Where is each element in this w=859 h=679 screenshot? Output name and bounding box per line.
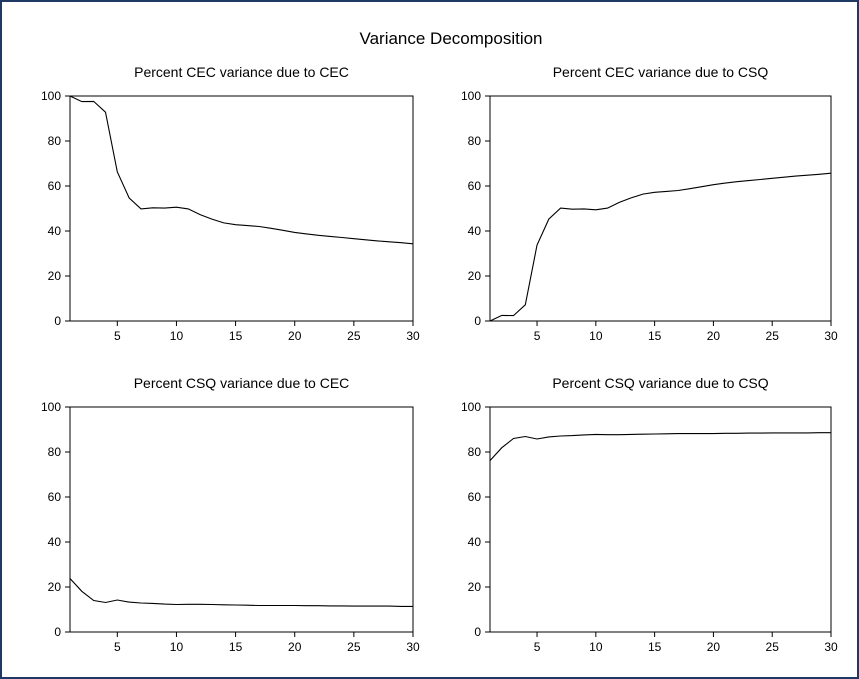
x-tick-label: 30 — [406, 640, 420, 654]
x-tick-label: 15 — [648, 640, 662, 654]
y-tick-label: 60 — [468, 179, 482, 193]
y-tick-label: 80 — [48, 134, 62, 148]
series-line — [489, 172, 832, 322]
y-tick-label: 20 — [468, 580, 482, 594]
series-line — [489, 432, 831, 461]
x-tick-label: 10 — [589, 329, 603, 343]
y-tick-label: 100 — [41, 89, 61, 103]
x-tick-label: 15 — [648, 329, 662, 343]
panel-3: Percent CSQ variance due to CEC 0 20 40 60 80… — [41, 375, 420, 654]
y-tick-label: 60 — [468, 490, 482, 504]
x-tick-label: 20 — [288, 329, 302, 343]
y-tick-label: 40 — [48, 224, 62, 238]
x-tick-label: 10 — [170, 640, 184, 654]
chart-title: Variance Decomposition — [360, 29, 543, 48]
series-line — [69, 95, 414, 245]
panel-1: Percent CEC variance due to CEC 0 20 40 60 80… — [41, 64, 420, 343]
y-tick-label: 80 — [468, 445, 482, 459]
x-tick-label: 15 — [229, 329, 243, 343]
y-tick-label: 100 — [41, 400, 61, 414]
plot-frame — [489, 406, 832, 633]
series-line — [69, 578, 413, 607]
x-tick-label: 30 — [824, 329, 838, 343]
y-tick-label: 40 — [48, 535, 62, 549]
y-tick-label: 40 — [468, 224, 482, 238]
x-tick-label: 25 — [766, 329, 780, 343]
y-tick-label: 0 — [474, 625, 481, 639]
x-tick-label: 10 — [170, 329, 184, 343]
panel-title: Percent CSQ variance due to CEC — [134, 375, 350, 391]
x-tick-label: 30 — [824, 640, 838, 654]
plot-frame — [69, 95, 414, 322]
x-tick-label: 5 — [114, 640, 121, 654]
y-tick-label: 100 — [461, 89, 481, 103]
y-tick-label: 20 — [48, 269, 62, 283]
panel-title: Percent CEC variance due to CEC — [134, 64, 349, 80]
plot-frame — [489, 95, 832, 322]
x-tick-label: 20 — [288, 640, 302, 654]
y-tick-label: 40 — [468, 535, 482, 549]
x-tick-label: 5 — [534, 640, 541, 654]
x-tick-label: 5 — [534, 329, 541, 343]
y-tick-label: 80 — [468, 134, 482, 148]
y-tick-label: 60 — [48, 179, 62, 193]
x-tick-label: 5 — [114, 329, 121, 343]
panel-2: Percent CEC variance due to CSQ 0 20 40 60 80… — [461, 64, 838, 343]
panel-title: Percent CSQ variance due to CSQ — [552, 375, 768, 391]
y-tick-label: 80 — [48, 445, 62, 459]
x-tick-label: 20 — [707, 640, 721, 654]
y-tick-label: 0 — [54, 314, 61, 328]
y-tick-label: 0 — [474, 314, 481, 328]
y-tick-label: 0 — [54, 625, 61, 639]
x-tick-label: 10 — [589, 640, 603, 654]
y-tick-label: 20 — [48, 580, 62, 594]
x-tick-label: 30 — [406, 329, 420, 343]
panel-title: Percent CEC variance due to CSQ — [553, 64, 769, 80]
x-tick-label: 25 — [347, 329, 361, 343]
x-tick-label: 20 — [707, 329, 721, 343]
x-tick-label: 25 — [766, 640, 780, 654]
y-tick-label: 100 — [461, 400, 481, 414]
panel-4: Percent CSQ variance due to CSQ 0 20 40 60 80… — [461, 375, 838, 654]
x-tick-label: 15 — [229, 640, 243, 654]
y-tick-label: 60 — [48, 490, 62, 504]
plot-frame — [69, 406, 414, 633]
x-tick-label: 25 — [347, 640, 361, 654]
y-tick-label: 20 — [468, 269, 482, 283]
